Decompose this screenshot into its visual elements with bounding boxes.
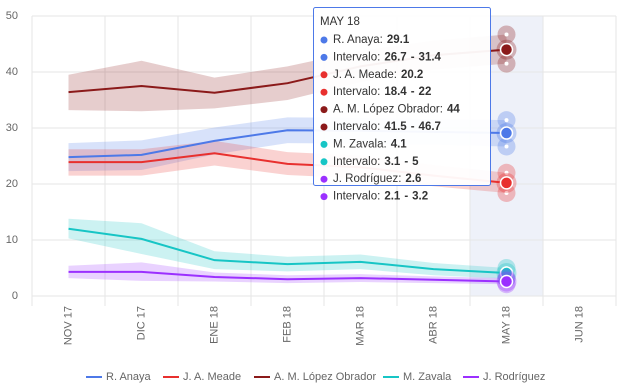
y-tick-label: 40 [6,66,18,78]
tooltip-value: 44 [447,104,460,116]
point [499,176,514,190]
tooltip-value: 29.1 [387,34,410,46]
tooltip-value: 31.4 [419,51,442,63]
tooltip-dot [320,193,328,201]
x-tick-label: ABR 18 [427,306,439,344]
tooltip-dot [320,175,328,183]
x-tick-label: FEB 18 [281,306,293,343]
tooltip-label: M. Zavala [333,138,384,150]
tooltip-range-separator: - [404,191,408,203]
x-tick-label: JUN 18 [573,306,585,343]
tooltip-label: Intervalo [333,191,377,203]
tooltip-value: 3.1 [384,156,401,168]
tooltip-row: Intervalo: 2.1-3.2 [333,191,428,203]
tooltip-value: 4.1 [391,138,408,150]
x-tick-label: MAY 18 [500,306,512,344]
tooltip-dot [320,158,328,166]
x-tick-label: MAR 18 [354,306,366,346]
tooltip-value: 41.5 [384,121,407,133]
tooltip-value: 2.6 [405,173,421,185]
legend-label: R. Anaya [106,371,152,383]
range-point [504,170,509,175]
tooltip-separator: : [440,104,443,116]
y-tick-label: 20 [6,178,18,190]
tooltip-separator: : [380,34,383,46]
point [499,126,514,140]
legend-label: J. Rodríguez [483,371,545,383]
range-area [68,218,507,279]
tooltip-row: R. Anaya: 29.1 [333,34,410,46]
tooltip-value: 20.2 [401,69,423,81]
y-tick-label: 0 [12,290,18,302]
tooltip-dot [320,36,328,44]
range-point [504,118,509,123]
tooltip-box [313,7,491,186]
point [499,42,514,57]
tooltip-label: Intervalo [333,156,377,168]
tooltip-separator: : [377,191,380,203]
tooltip-separator: : [377,156,380,168]
tooltip-label: J. Rodríguez [333,173,398,185]
tooltip-separator: : [384,138,387,150]
y-tick-label: 50 [6,10,18,22]
y-tick-label: 30 [6,122,18,134]
tooltip-range-separator: - [411,121,415,133]
tooltip-value: 18.4 [384,86,407,98]
tooltip-dot [320,88,328,96]
tooltip-range-separator: - [404,156,408,168]
tooltip-label: Intervalo [333,51,377,63]
tooltip-row: Intervalo: 18.4-22 [333,86,431,98]
tooltip-row: Intervalo: 41.5-46.7 [333,121,441,133]
range-point [504,190,509,195]
tooltip-value: 5 [412,156,419,168]
tooltip-separator: : [377,86,380,98]
tooltip-row: Intervalo: 3.1-5 [333,156,419,168]
legend-label: J. A. Meade [183,371,241,383]
tooltip-row: Intervalo: 26.7-31.4 [333,51,442,63]
tooltip-dot [320,106,328,114]
range-point [504,144,509,149]
y-tick-label: 10 [6,234,18,246]
tooltip-label: R. Anaya [333,34,380,46]
range-point [504,32,509,37]
tooltip-label: J. A. Meade [333,69,394,81]
tooltip-separator: : [394,69,397,81]
tooltip-row: J. A. Meade: 20.2 [333,69,423,81]
tooltip-row: J. Rodríguez: 2.6 [333,173,421,185]
tooltip-dot [320,71,328,79]
series-line [68,270,507,283]
tooltip-range-separator: - [411,51,415,63]
x-tick-label: NOV 17 [62,306,74,345]
tooltip-label: Intervalo [333,86,377,98]
legend-label: M. Zavala [403,371,452,383]
tooltip-separator: : [377,121,380,133]
tooltip-value: 46.7 [419,121,441,133]
tooltip-dot [320,53,328,61]
tooltip-row: A. M. López Obrador: 44 [333,104,460,116]
series-line [68,227,507,275]
x-tick-label: ENE 18 [208,306,220,344]
x-tick-label: DIC 17 [135,306,147,340]
tooltip-value: 3.2 [412,191,428,203]
tooltip-dot [320,123,328,131]
tooltip-value: 26.7 [384,51,406,63]
tooltip-range-separator: - [411,86,415,98]
legend-label: A. M. López Obrador [274,371,376,383]
tooltip-label: Intervalo [333,121,377,133]
tooltip-title: MAY 18 [320,16,360,28]
tooltip-separator: : [377,51,380,63]
tooltip-row: M. Zavala: 4.1 [333,138,407,150]
tooltip-separator: : [398,173,401,185]
point [499,274,514,289]
range-point [504,61,509,66]
tooltip-dot [320,140,328,148]
tooltip-label: A. M. López Obrador [333,104,440,116]
tooltip-value: 22 [419,86,432,98]
tooltip-value: 2.1 [384,191,401,203]
